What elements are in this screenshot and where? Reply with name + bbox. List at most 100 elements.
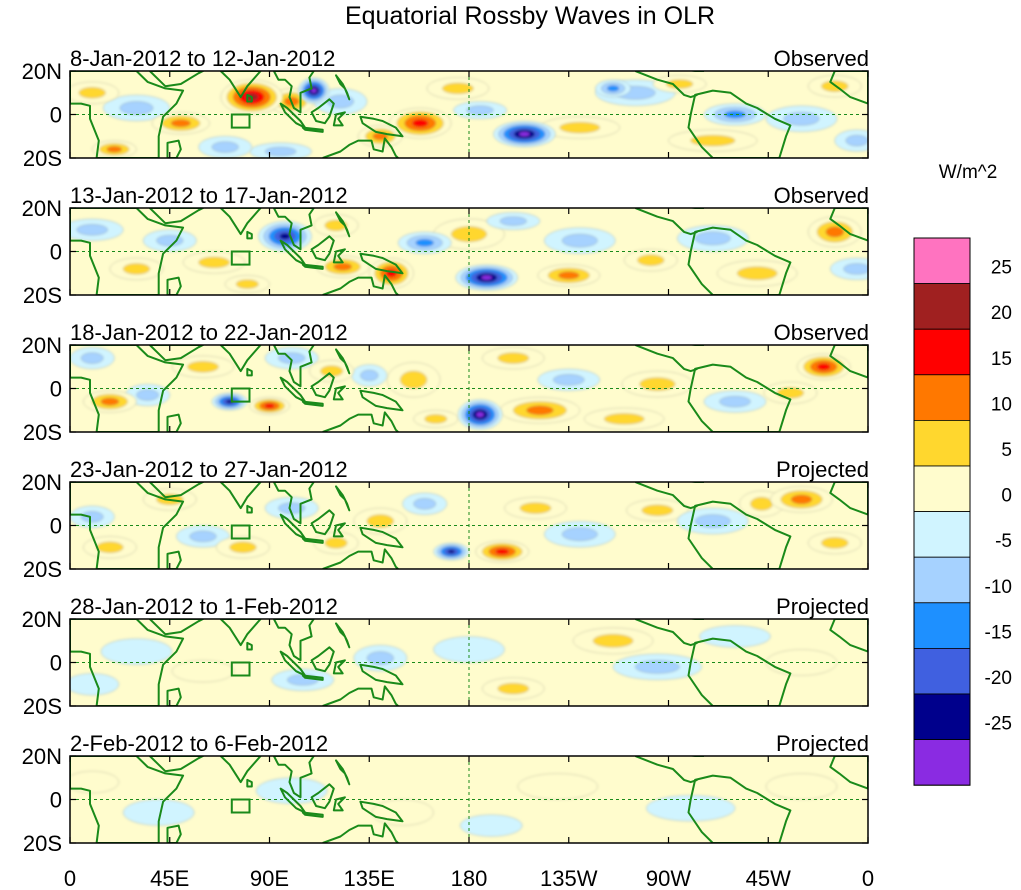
coastlines [70,482,868,569]
anomaly-cell [413,409,459,428]
anomaly-cell [70,81,119,104]
new-guinea [359,389,404,412]
anomaly-contour [333,262,352,271]
west-africa-right [829,482,868,516]
anomaly-cell [70,673,119,696]
y-tick-label: 0 [50,651,62,676]
anomaly-cell [763,381,818,404]
anomaly-cell [796,353,851,380]
colorbar-frame [913,237,971,786]
anomaly-contour [558,271,580,280]
anomaly-contour [519,131,530,137]
central-america [634,756,698,784]
south-america [687,226,792,295]
madagascar [166,139,182,158]
anomaly-contour [360,369,379,382]
panel-map-area [70,345,868,432]
y-tick-label: 20N [22,59,62,84]
anomaly-cell [770,486,833,513]
anomaly-cell [109,257,164,280]
arabia-coast [148,345,204,362]
anomaly-cell [426,77,490,100]
indochina-coast [272,756,315,799]
x-tick-label: 90E [250,866,289,890]
anomaly-contour [460,814,523,837]
anomaly-cell [621,370,694,398]
new-guinea [359,800,404,823]
borneo [310,783,335,810]
new-guinea [359,115,404,138]
sri-lanka [246,230,253,240]
panel-4: 20N 0 20S 23-Jan-2012 to 27-Jan-2012 Project… [22,457,869,582]
anomaly-cell [182,251,246,274]
africa-coast [70,619,185,706]
chart-title: Equatorial Rossby Waves in OLR [345,2,715,30]
anomaly-contour [845,135,868,147]
x-tick-label: 45W [746,866,791,890]
borneo [310,235,335,262]
anomaly-contour [76,224,108,236]
anomaly-contour [211,141,239,153]
australia-north [322,548,399,569]
anomaly-cell [765,773,838,800]
anomaly-contour [170,119,191,127]
anomaly-cell [70,218,124,241]
anomaly-contour [70,673,119,696]
anomaly-cell [595,79,631,98]
anomaly-contour [561,527,598,541]
anomaly-contour [694,514,731,528]
anomaly-contour [78,87,106,99]
anomaly-cell [216,536,270,559]
central-america [634,482,698,510]
anomaly-cell [125,383,171,407]
africa-coast [70,482,185,569]
colorbar-swatch [913,374,971,421]
anomaly-contour [415,238,434,247]
madagascar [166,550,182,569]
anomaly-cell [70,771,119,794]
anomaly-contour [122,263,150,275]
sulawesi [332,385,346,401]
anomaly-cell [249,396,290,415]
anomaly-contour [606,85,620,92]
india-coast [219,345,262,373]
panel-map-area [70,619,868,706]
borneo [310,509,335,536]
y-tick-label: 20N [22,333,62,358]
java [301,400,324,407]
colorbar-swatch [913,693,971,740]
borneo [310,372,335,399]
anomaly-cell [198,136,252,158]
anomaly-cell [298,77,330,104]
colorbar-swatch [913,556,971,604]
anomaly-cell [544,521,616,548]
y-tick-label: 0 [50,377,62,402]
coastlines [70,208,868,295]
anomaly-cell [70,347,115,370]
west-africa-right [829,619,868,653]
panel-2: 20N 0 20S 13-Jan-2012 to 17-Jan-2012 Observe… [22,183,869,308]
south-america [687,774,792,843]
anomaly-contour [553,374,585,386]
x-axis: 0 45E 90E 135E 180 135W 90W 45W 0 [64,866,874,890]
x-tick-label: 45E [150,866,189,890]
south-america [687,500,792,569]
sri-lanka [246,778,253,788]
colorbar-tick-label: 15 [991,349,1012,370]
colorbar-tick-label: 20 [991,303,1012,324]
colorbar-swatch [913,648,971,695]
y-tick-label: 20N [22,744,62,769]
anomaly-cell [433,542,470,561]
anomaly-contour [765,773,838,800]
anomaly-contour [843,263,868,275]
anomaly-contour [776,387,804,399]
africa-coast [70,345,185,432]
central-america [634,345,698,373]
anomaly-contour [737,266,778,280]
anomaly-cell [171,660,235,683]
panel-period-label: 2-Feb-2012 to 6-Feb-2012 [70,731,328,756]
anomaly-cell [457,399,503,430]
anomaly-contour [264,403,275,409]
anomaly-cell [313,214,359,237]
anomaly-cell [271,668,334,691]
